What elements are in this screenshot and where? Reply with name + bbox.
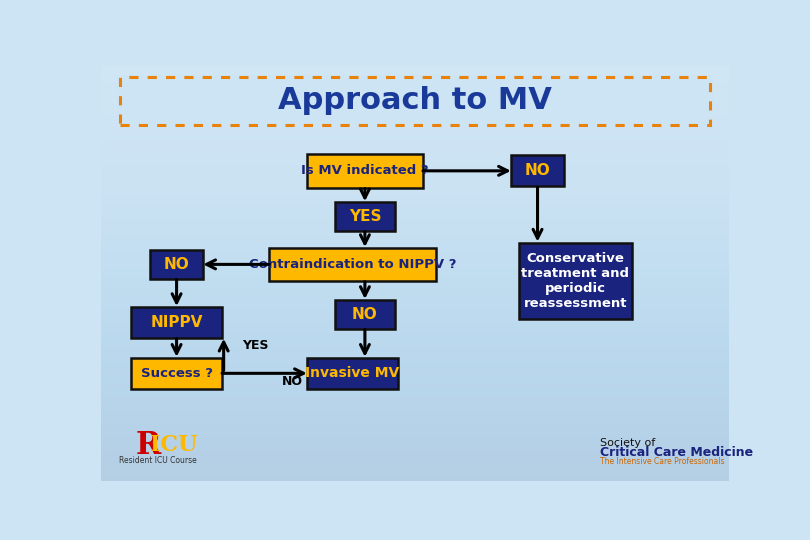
- Text: Critical Care Medicine: Critical Care Medicine: [600, 446, 753, 459]
- Text: Approach to MV: Approach to MV: [278, 86, 552, 116]
- Text: Society of: Society of: [600, 438, 655, 448]
- Text: Contraindication to NIPPV ?: Contraindication to NIPPV ?: [249, 258, 456, 271]
- Text: NO: NO: [282, 375, 303, 388]
- FancyBboxPatch shape: [335, 202, 394, 231]
- Text: NO: NO: [525, 163, 551, 178]
- FancyBboxPatch shape: [131, 357, 222, 389]
- Text: ICU: ICU: [150, 434, 197, 456]
- Text: NO: NO: [352, 307, 377, 322]
- FancyBboxPatch shape: [518, 242, 632, 320]
- FancyBboxPatch shape: [335, 300, 394, 329]
- FancyBboxPatch shape: [307, 357, 398, 389]
- Text: YES: YES: [242, 339, 268, 352]
- FancyBboxPatch shape: [150, 250, 203, 279]
- Text: Invasive MV: Invasive MV: [305, 366, 399, 380]
- FancyBboxPatch shape: [307, 154, 423, 188]
- Text: Resident ICU Course: Resident ICU Course: [119, 456, 197, 465]
- Text: Is MV indicated ?: Is MV indicated ?: [301, 164, 428, 177]
- Text: NO: NO: [164, 257, 190, 272]
- FancyBboxPatch shape: [117, 75, 714, 127]
- Text: NIPPV: NIPPV: [151, 315, 202, 330]
- FancyBboxPatch shape: [269, 248, 436, 281]
- Text: The Intensive Care Professionals: The Intensive Care Professionals: [600, 457, 725, 467]
- Text: YES: YES: [348, 209, 382, 224]
- Text: Conservative
treatment and
periodic
reassessment: Conservative treatment and periodic reas…: [521, 252, 629, 310]
- FancyBboxPatch shape: [511, 155, 565, 186]
- Text: R: R: [135, 430, 161, 461]
- Text: Success ?: Success ?: [141, 367, 212, 380]
- Bar: [120, 77, 710, 125]
- FancyBboxPatch shape: [131, 307, 222, 338]
